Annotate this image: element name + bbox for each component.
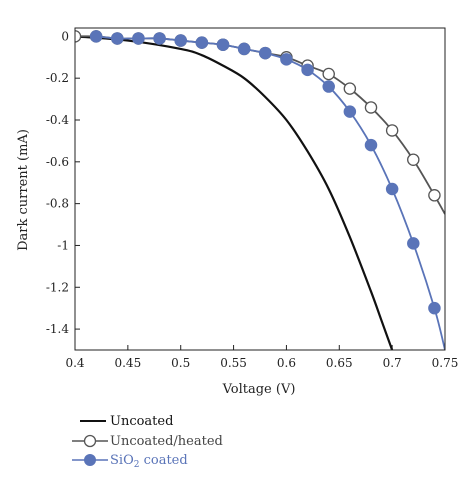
- data-point-sio2-coated: [343, 105, 357, 118]
- x-tick-label: 0.4: [65, 356, 84, 370]
- y-tick-label: -1.2: [46, 280, 69, 294]
- data-point-sio2-coated: [301, 63, 314, 77]
- data-point-sio2-coated: [385, 182, 399, 196]
- data-point-sio2-coated: [280, 53, 293, 66]
- legend-sio2-marker: [84, 454, 96, 466]
- legend-heated-label: Uncoated/heated: [110, 434, 223, 449]
- x-tick-label: 0.75: [432, 356, 459, 370]
- data-point-uncoated-heated: [385, 124, 399, 137]
- data-point-sio2-coated: [89, 30, 103, 43]
- data-point-sio2-coated: [132, 32, 145, 45]
- plot-frame: [74, 27, 446, 351]
- legend-sio2-sub: 2: [134, 460, 140, 470]
- data-point-sio2-coated: [216, 38, 230, 51]
- data-point-sio2-coated: [237, 42, 251, 56]
- y-tick-label: -0.6: [46, 155, 69, 169]
- data-point-sio2-coated: [195, 36, 209, 49]
- data-point-sio2-coated: [428, 301, 441, 315]
- data-point-sio2-coated: [407, 237, 420, 250]
- y-tick-label: -1.4: [46, 322, 70, 336]
- data-point-sio2-coated: [364, 138, 378, 152]
- y-axis-label: Dark current (mA): [16, 129, 31, 251]
- x-tick-label: 0.5: [171, 356, 190, 370]
- legend-heated-marker: [83, 434, 97, 448]
- x-tick-label: 0.55: [220, 356, 247, 370]
- x-tick-label: 0.6: [277, 356, 296, 370]
- y-tick-label: -0.2: [46, 71, 69, 85]
- data-point-uncoated-heated: [322, 67, 335, 81]
- data-point-sio2-coated: [259, 46, 272, 60]
- y-tick-label: -0.8: [46, 197, 69, 211]
- data-point-sio2-coated: [111, 32, 124, 45]
- series-line-uncoated: [75, 35, 394, 350]
- series-sio2-coated: [89, 30, 445, 350]
- data-point-sio2-coated: [153, 32, 166, 45]
- x-axis-label: Voltage (V): [222, 382, 296, 397]
- axis-ticks: 0.4 0.45 0.5 0.55 0.6 0.65 0.7 0.75 0 -0.2 -0.4 -0.…: [46, 29, 459, 370]
- y-tick-label: 0: [61, 29, 69, 43]
- legend-sio2-suffix: coated: [139, 453, 187, 468]
- data-point-uncoated-heated: [364, 101, 378, 114]
- data-point-uncoated-heated: [407, 153, 420, 166]
- plot-area: [75, 30, 445, 350]
- y-tick-label: -0.4: [46, 113, 70, 127]
- data-point-sio2-coated: [322, 80, 335, 93]
- x-tick-label: 0.7: [383, 356, 402, 370]
- legend-sio2-prefix: SiO: [110, 453, 134, 468]
- y-tick-label: -1: [57, 238, 69, 252]
- x-tick-label: 0.65: [326, 356, 353, 370]
- legend: Uncoated Uncoated/heated SiO2 coated: [72, 414, 223, 470]
- data-point-sio2-coated: [174, 34, 187, 47]
- series-uncoated: [75, 35, 394, 350]
- legend-sio2-label: SiO2 coated: [110, 453, 188, 470]
- legend-uncoated-label: Uncoated: [110, 414, 173, 429]
- x-tick-label: 0.45: [114, 356, 141, 370]
- data-point-uncoated-heated: [343, 82, 357, 95]
- data-point-uncoated-heated: [428, 189, 441, 202]
